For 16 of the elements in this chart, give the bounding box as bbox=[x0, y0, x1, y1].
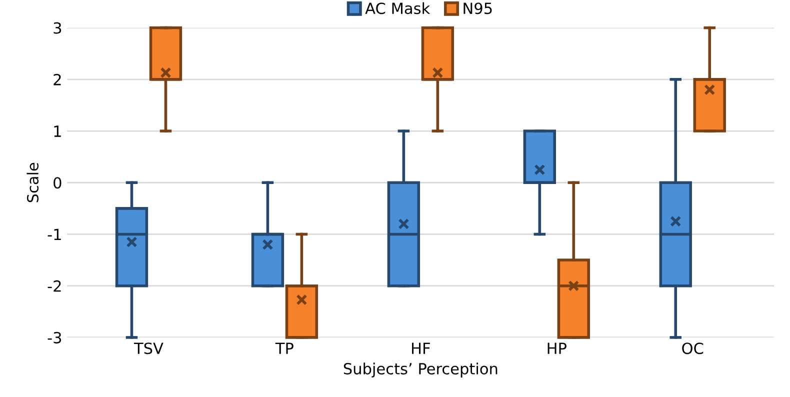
x-tick-label: HP bbox=[548, 342, 566, 354]
x-tick-label: TSV bbox=[134, 342, 164, 354]
x-tick-label: TP bbox=[275, 342, 294, 354]
y-tick-label: 2 bbox=[54, 74, 61, 86]
y-axis-title: Scale bbox=[26, 162, 39, 202]
y-tick-label: 0 bbox=[54, 177, 62, 189]
y-tick-label: 3 bbox=[54, 22, 62, 34]
legend-label: N95 bbox=[464, 2, 492, 14]
y-tick-label: -2 bbox=[48, 280, 61, 292]
y-tick-label: -3 bbox=[48, 332, 62, 344]
legend-label: AC Mask bbox=[365, 2, 430, 14]
x-axis-title: Subjects’ Perception bbox=[344, 362, 498, 378]
x-tick-label: HF bbox=[412, 342, 430, 354]
x-tick-label: OC bbox=[682, 342, 704, 354]
y-tick-label: -1 bbox=[48, 228, 61, 240]
y-tick-label: 1 bbox=[54, 126, 61, 137]
